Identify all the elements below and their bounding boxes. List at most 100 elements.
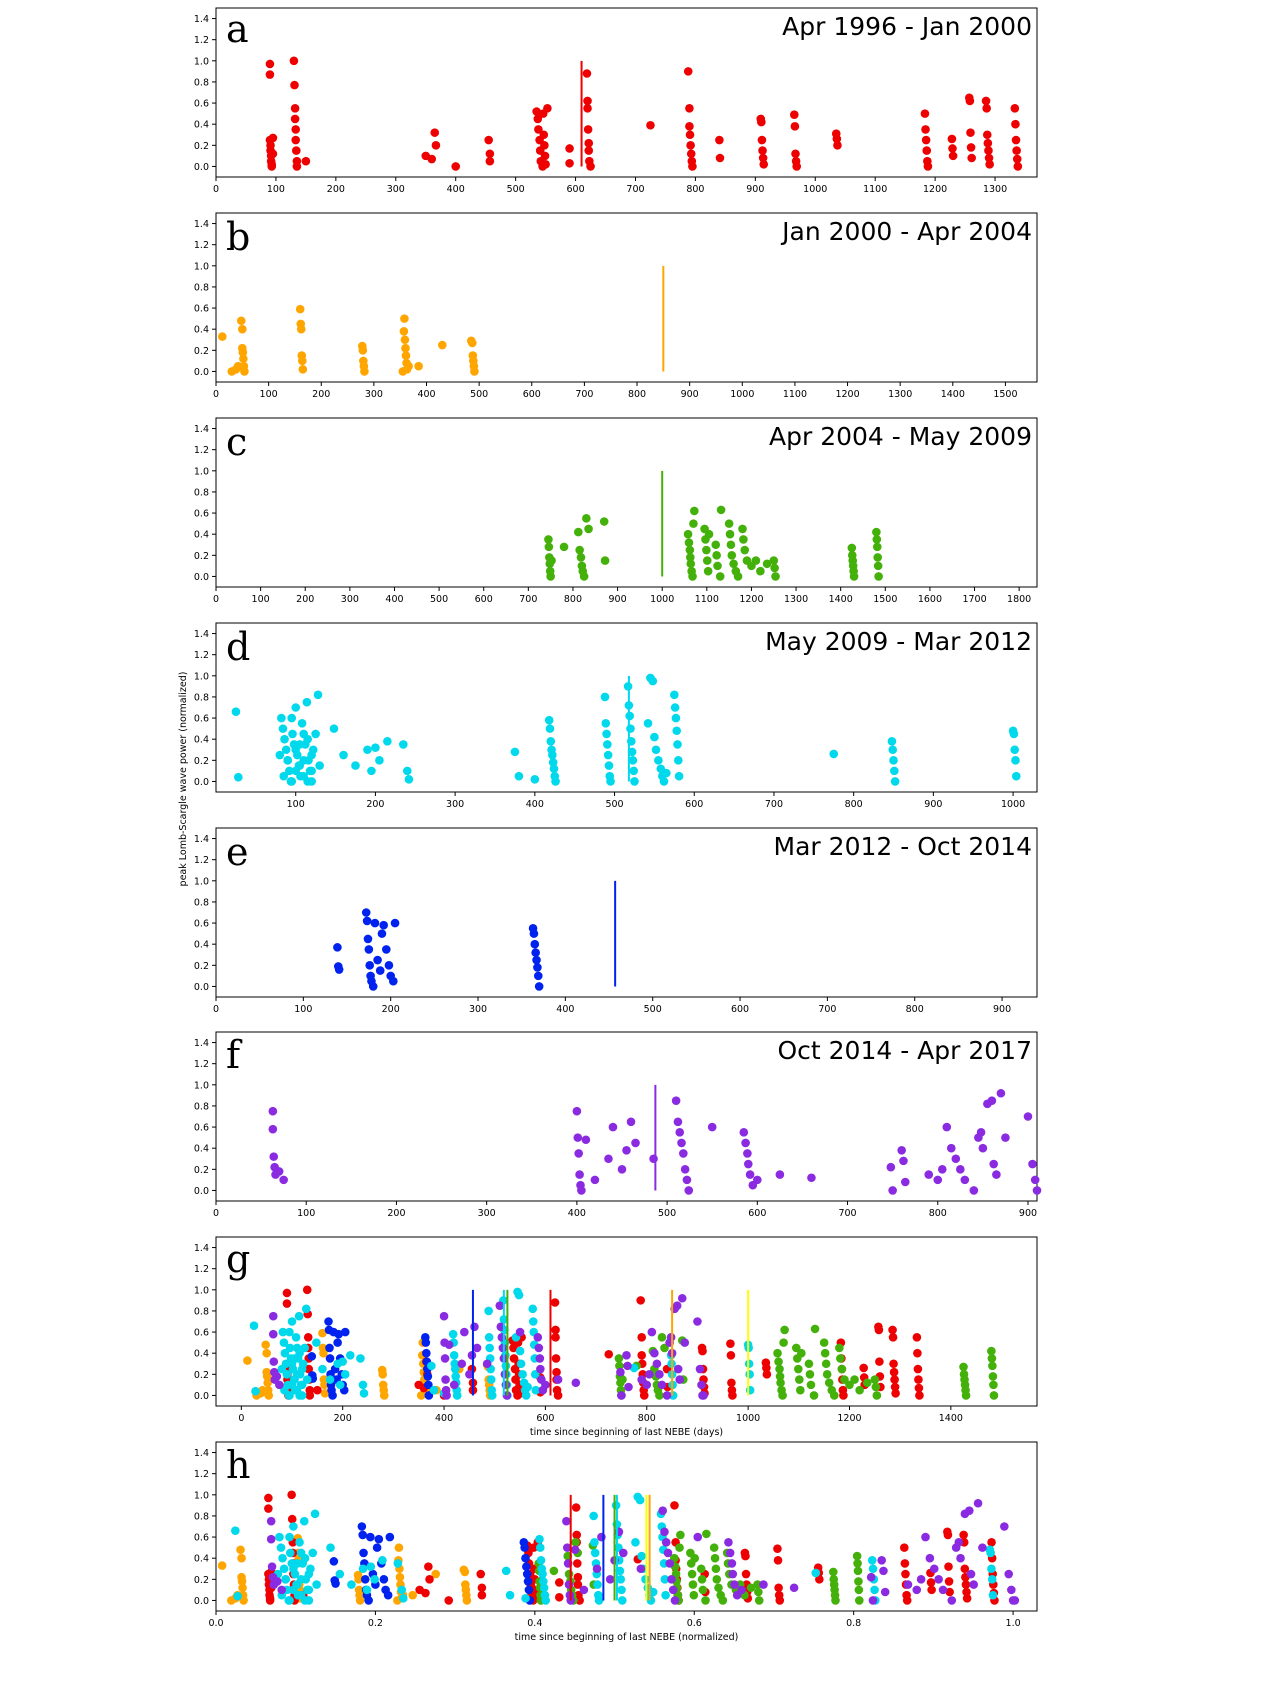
data-point xyxy=(617,1585,626,1595)
y-tick-label: 0.6 xyxy=(194,304,209,315)
data-point xyxy=(675,1375,685,1384)
data-point xyxy=(778,1391,787,1400)
data-point xyxy=(370,1575,379,1584)
x-tick-label: 300 xyxy=(365,389,383,400)
data-point xyxy=(773,1348,782,1358)
data-point xyxy=(296,1575,306,1584)
data-point xyxy=(340,1370,350,1379)
data-point xyxy=(699,1391,708,1400)
data-point xyxy=(266,1534,276,1544)
data-point xyxy=(873,553,883,562)
data-point xyxy=(267,1562,277,1571)
data-point xyxy=(522,1562,531,1571)
data-point xyxy=(978,1143,988,1153)
data-point xyxy=(890,766,899,776)
data-point xyxy=(579,1585,589,1595)
data-point xyxy=(666,1333,676,1342)
data-point xyxy=(431,1569,441,1579)
data-point xyxy=(295,1538,304,1547)
data-point xyxy=(897,1146,906,1155)
data-point xyxy=(589,1511,598,1521)
data-point xyxy=(888,1333,898,1342)
data-point xyxy=(305,1391,315,1400)
data-point xyxy=(670,690,679,700)
data-point xyxy=(482,1359,492,1369)
data-point xyxy=(594,1596,604,1605)
data-point xyxy=(460,1327,469,1337)
data-point xyxy=(592,1564,602,1574)
data-point xyxy=(586,162,595,171)
data-point xyxy=(339,750,348,760)
data-point xyxy=(693,1532,703,1542)
data-point xyxy=(562,1516,571,1526)
y-tick-label: 0.0 xyxy=(194,982,209,993)
x-tick-label: 500 xyxy=(644,1004,662,1015)
data-point xyxy=(927,1585,936,1595)
data-point xyxy=(294,1311,304,1321)
data-point xyxy=(685,130,695,140)
data-point xyxy=(486,1375,496,1384)
data-point xyxy=(553,1391,563,1400)
data-point xyxy=(925,1553,935,1563)
data-point xyxy=(673,1117,683,1127)
data-point xyxy=(637,1551,646,1561)
data-point xyxy=(916,1575,926,1584)
data-point xyxy=(277,713,286,723)
x-tick-label: 1400 xyxy=(829,594,853,605)
data-point xyxy=(363,745,372,755)
data-point xyxy=(711,1564,721,1574)
data-point xyxy=(279,771,289,781)
data-point xyxy=(674,771,684,781)
data-point xyxy=(285,1548,295,1558)
data-point xyxy=(438,340,447,350)
data-point xyxy=(576,553,586,562)
data-point xyxy=(849,572,859,581)
data-point xyxy=(554,1578,564,1587)
data-point xyxy=(448,1329,458,1339)
data-point xyxy=(914,1375,923,1384)
data-point xyxy=(710,1553,720,1563)
data-point xyxy=(725,1548,735,1558)
data-point xyxy=(366,1562,376,1571)
data-point xyxy=(698,1585,708,1595)
data-point xyxy=(303,777,312,786)
data-point xyxy=(291,703,301,712)
data-point xyxy=(292,162,302,171)
data-point xyxy=(484,1306,493,1316)
y-tick-label: 1.0 xyxy=(194,261,209,272)
data-point xyxy=(276,1543,286,1552)
data-point xyxy=(545,724,555,733)
x-tick-label: 400 xyxy=(417,389,435,400)
data-point xyxy=(584,524,593,534)
data-point xyxy=(862,1378,872,1388)
data-point xyxy=(583,104,592,113)
data-point xyxy=(677,1293,687,1303)
data-point xyxy=(899,1543,909,1552)
y-tick-label: 1.4 xyxy=(194,14,209,25)
x-tick-label: 0.8 xyxy=(846,1618,861,1629)
data-point xyxy=(552,1367,561,1377)
data-point xyxy=(913,1348,922,1358)
y-tick-label: 0.0 xyxy=(194,1391,209,1402)
data-point xyxy=(285,1391,294,1400)
data-point xyxy=(686,141,695,150)
data-point xyxy=(329,1557,339,1566)
x-tick-label: 1000 xyxy=(736,1413,760,1424)
data-point xyxy=(639,1391,649,1400)
data-point xyxy=(877,1556,886,1565)
data-point xyxy=(515,1327,525,1337)
data-point xyxy=(886,1162,896,1172)
x-tick-label: 200 xyxy=(366,799,384,810)
data-point xyxy=(829,749,839,759)
data-point xyxy=(712,551,721,560)
data-point xyxy=(982,104,991,113)
data-point xyxy=(775,1364,784,1374)
data-point xyxy=(372,1543,382,1552)
x-tick-label: 600 xyxy=(566,184,584,195)
data-point xyxy=(667,1575,676,1584)
data-point xyxy=(452,1391,462,1400)
x-tick-label: 400 xyxy=(556,1004,574,1015)
data-point xyxy=(727,551,737,560)
y-tick-label: 0.8 xyxy=(194,77,209,88)
data-point xyxy=(375,966,385,975)
